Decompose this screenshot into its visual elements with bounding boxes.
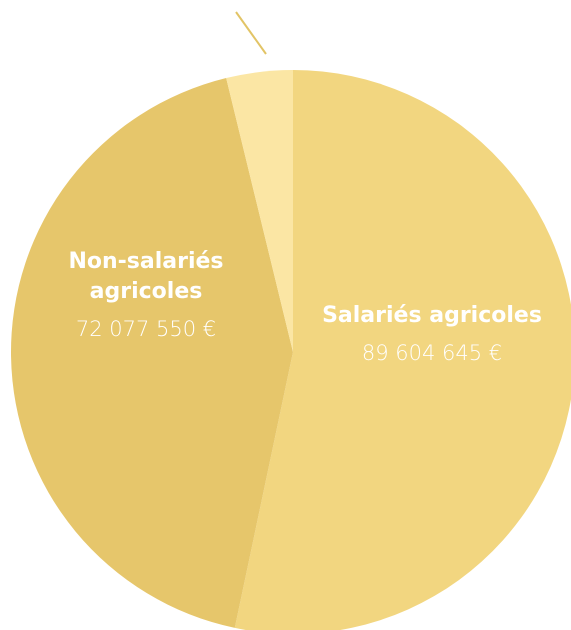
leader-line bbox=[235, 11, 267, 55]
pie-slice bbox=[234, 70, 571, 630]
slices bbox=[11, 70, 571, 630]
value-label: 89 604 645 € bbox=[362, 341, 502, 365]
pie-slice bbox=[226, 70, 293, 352]
slice-label: Non-salariés agricoles bbox=[68, 249, 223, 304]
pie-slice bbox=[11, 78, 293, 628]
value-label: 72 077 550 € bbox=[76, 317, 216, 341]
slice-label: Salariés agricoles bbox=[322, 303, 542, 328]
